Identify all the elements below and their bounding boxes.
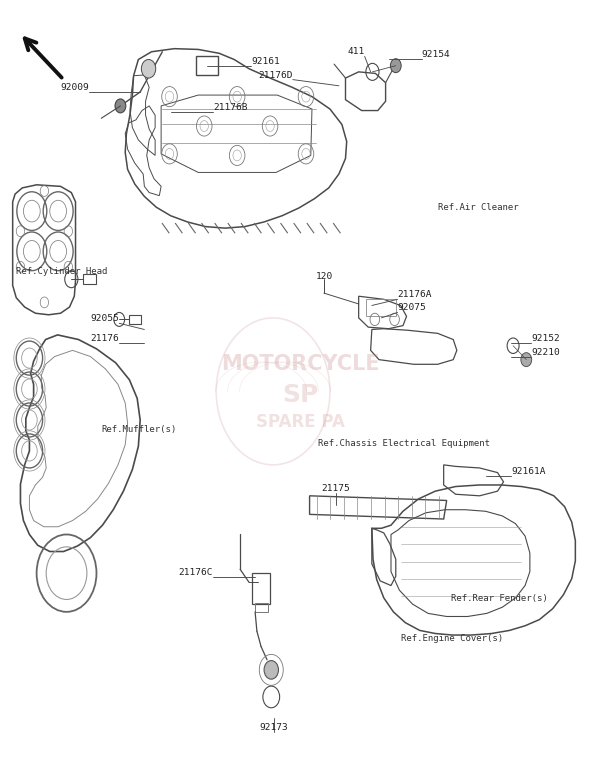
Bar — [130, 315, 142, 324]
Text: SPARE PA: SPARE PA — [256, 413, 344, 432]
Text: 92161: 92161 — [251, 57, 280, 66]
Text: 92055: 92055 — [91, 315, 119, 323]
Bar — [252, 574, 270, 604]
Text: MOTORCYCLE: MOTORCYCLE — [221, 354, 379, 374]
Circle shape — [142, 60, 156, 78]
Circle shape — [115, 99, 126, 113]
Text: 21176B: 21176B — [213, 103, 248, 112]
Text: Ref.Rear Fender(s): Ref.Rear Fender(s) — [451, 594, 548, 603]
Circle shape — [521, 353, 532, 367]
Text: 92161A: 92161A — [511, 467, 546, 477]
Circle shape — [391, 59, 401, 73]
Text: 92152: 92152 — [531, 334, 560, 343]
Text: Ref.Chassis Electrical Equipment: Ref.Chassis Electrical Equipment — [318, 439, 490, 448]
Text: 92154: 92154 — [422, 50, 450, 60]
Bar — [83, 274, 97, 284]
Text: 21175: 21175 — [322, 484, 350, 494]
Text: 21176D: 21176D — [259, 71, 293, 80]
Text: 411: 411 — [347, 47, 365, 57]
Text: 92075: 92075 — [398, 304, 427, 312]
Text: Ref.Cylinder Head: Ref.Cylinder Head — [16, 267, 107, 276]
Text: Ref.Engine Cover(s): Ref.Engine Cover(s) — [401, 635, 503, 643]
Text: 21176C: 21176C — [179, 568, 213, 577]
Text: 21176A: 21176A — [398, 291, 432, 299]
Text: 92009: 92009 — [60, 83, 89, 92]
Text: Ref.Muffler(s): Ref.Muffler(s) — [101, 425, 176, 434]
Text: Ref.Air Cleaner: Ref.Air Cleaner — [437, 203, 518, 212]
Circle shape — [264, 660, 278, 679]
Text: SP: SP — [282, 383, 318, 407]
Bar — [254, 603, 268, 611]
Text: 120: 120 — [316, 272, 332, 281]
Bar — [366, 299, 396, 316]
Text: 92210: 92210 — [531, 347, 560, 356]
Bar — [196, 57, 218, 75]
Text: 92173: 92173 — [259, 723, 288, 732]
Text: 21176: 21176 — [91, 333, 119, 343]
